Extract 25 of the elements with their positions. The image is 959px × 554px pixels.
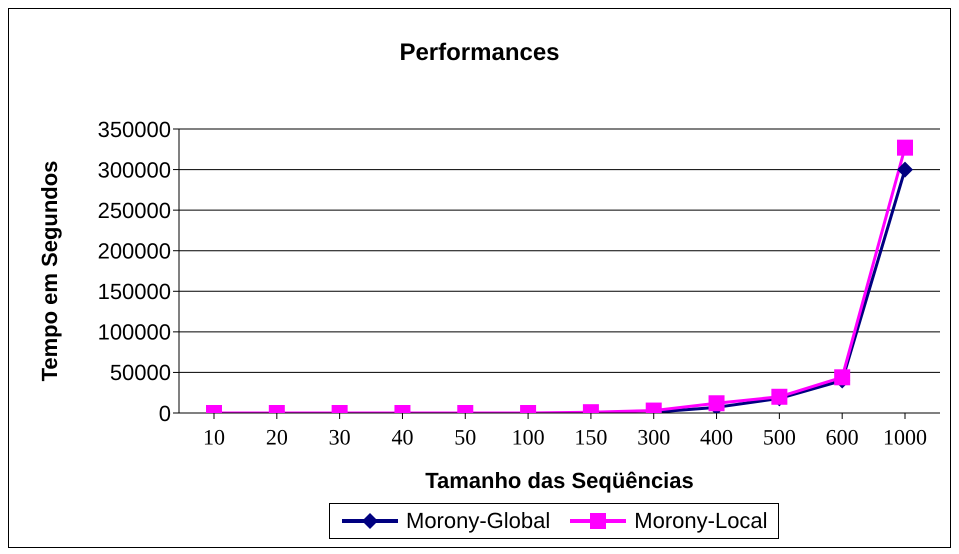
x-tick-label: 300 (637, 424, 670, 450)
y-tick-label: 350000 (98, 116, 171, 142)
x-tick-label: 500 (762, 424, 796, 450)
y-tick-label: 100000 (98, 320, 171, 345)
y-tick-label: 150000 (98, 279, 171, 304)
x-tick-label: 50 (454, 424, 476, 450)
y-tick-label: 250000 (98, 198, 171, 223)
legend-label: Morony-Local (634, 508, 768, 534)
x-tick-label: 10 (203, 424, 225, 450)
x-tick-label: 1000 (883, 424, 927, 450)
x-tick-label: 600 (826, 424, 859, 450)
x-tick-label: 400 (700, 424, 734, 450)
y-tick-label: 300000 (98, 157, 171, 182)
x-tick-label: 40 (391, 424, 414, 450)
y-tick-label: 200000 (98, 238, 171, 264)
x-tick-label: 30 (328, 424, 351, 450)
x-tick-label: 100 (512, 424, 545, 450)
legend-label: Morony-Global (406, 508, 550, 534)
y-axis-title: Tempo em Segundos (36, 160, 62, 382)
x-tick-label: 150 (574, 424, 608, 450)
y-tick-label: 0 (158, 400, 171, 426)
chart-title: Performances (398, 39, 561, 67)
y-tick-label: 50000 (110, 360, 171, 386)
x-axis-title: Tamanho das Seqüências (425, 468, 694, 493)
x-tick-label: 20 (266, 424, 288, 450)
